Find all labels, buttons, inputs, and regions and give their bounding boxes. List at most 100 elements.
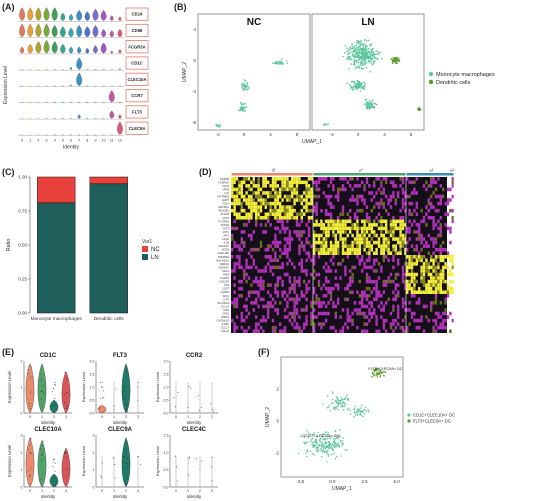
panel-d-cell (439, 223, 442, 227)
panel-d-cell (422, 237, 426, 241)
panel-d-cell (451, 265, 454, 270)
panel-d-cell (327, 233, 330, 238)
panel-d-group-bar (406, 173, 454, 176)
panel-f-point (344, 405, 346, 407)
panel-d-cell (276, 216, 279, 220)
panel-d-cell (300, 258, 303, 263)
panel-d-cell (406, 286, 409, 291)
panel-f-point (342, 437, 345, 439)
panel-d-cell (322, 240, 325, 245)
panel-d-cell (434, 301, 438, 305)
panel-f-point (307, 432, 310, 434)
panel-d-cell (365, 297, 369, 302)
panel-d-cell (245, 223, 248, 227)
panel-d-cell (341, 329, 345, 333)
panel-d-cell (262, 304, 265, 309)
panel-d-cell (356, 290, 359, 294)
panel-d-cell (283, 272, 287, 277)
panel-d-cell (283, 315, 287, 319)
panel-d-cell (320, 223, 323, 227)
panel-d-cell (233, 244, 236, 248)
panel-f-point (321, 434, 324, 436)
panel-d-cell (401, 304, 405, 309)
panel-d-cell (274, 198, 277, 202)
panel-b-point (368, 61, 371, 63)
panel-d-cell (305, 198, 308, 202)
panel-b-point (247, 86, 250, 88)
panel-d-cell (238, 180, 241, 185)
panel-f-point (326, 407, 328, 409)
panel-d-cell (329, 290, 333, 294)
panel-b-point (360, 42, 362, 44)
panel-d-cell (404, 233, 406, 238)
panel-d-cell (243, 216, 246, 220)
panel-e-point (41, 406, 43, 408)
panel-d-cell (262, 297, 265, 302)
panel-d-cell (274, 329, 277, 333)
panel-e-point (64, 402, 66, 404)
panel-d-cell (406, 269, 409, 273)
panel-d-cell (365, 230, 369, 234)
panel-d-cell (320, 208, 323, 213)
panel-d-cell (387, 244, 390, 248)
panel-d-cell (361, 208, 364, 213)
panel-d-cell (420, 255, 423, 259)
panel-d-cell (337, 216, 340, 220)
panel-d-cell (271, 177, 275, 181)
panel-b-point (280, 62, 282, 65)
panel-d-cell (408, 237, 411, 241)
panel-d-cell (392, 226, 395, 231)
panel-b-point (395, 60, 398, 63)
panel-d-cell (245, 304, 248, 309)
panel-d-cell (235, 187, 239, 192)
panel-a-violin (69, 66, 73, 70)
panel-d-cell (305, 184, 308, 188)
panel-a-gene-label: CD1C (131, 61, 142, 66)
panel-d-cell (257, 191, 260, 195)
panel-d-cell (422, 283, 426, 287)
panel-d-cell (322, 223, 325, 227)
panel-d-cell (231, 177, 234, 181)
panel-d-cell (399, 223, 402, 227)
panel-d-cell (307, 216, 311, 220)
panel-d-cell (281, 208, 284, 213)
panel-d-cell (401, 244, 405, 248)
panel-d-cell (437, 262, 440, 266)
panel-d-cell (307, 279, 311, 284)
panel-d-cell (387, 198, 390, 202)
panel-d-cell (382, 247, 385, 252)
panel-d-cell (315, 201, 318, 206)
panel-d-cell (252, 258, 255, 263)
panel-d-cell (432, 276, 435, 280)
panel-d-cell (442, 311, 445, 316)
panel-d-cell (434, 322, 438, 326)
panel-d-cell (351, 233, 354, 238)
panel-e-point (198, 409, 200, 411)
panel-d-cell (434, 272, 438, 277)
panel-b-point (359, 85, 362, 87)
panel-d-cell (327, 194, 330, 199)
panel-d-cell (368, 184, 371, 188)
panel-f-xtick: -2.5 (296, 479, 304, 484)
panel-d-cell (446, 255, 450, 259)
panel-f-legend-swatch (407, 419, 411, 423)
panel-d-cell (365, 329, 369, 333)
panel-b-point (357, 81, 360, 84)
panel-d-cell (351, 265, 354, 270)
panel-d-cell (434, 237, 438, 241)
panel-d-cell (422, 265, 426, 270)
panel-d-cell (313, 301, 316, 305)
panel-d-cell (413, 208, 416, 213)
panel-d-cell (437, 233, 440, 238)
panel-d-cell (442, 276, 445, 280)
panel-d-cell (399, 184, 402, 188)
panel-e-point (200, 407, 202, 409)
panel-d-cell (344, 219, 347, 224)
panel-d-cell (271, 180, 275, 185)
panel-d-cell (358, 311, 361, 316)
panel-d-cell (406, 255, 409, 259)
panel-d-cell (337, 187, 340, 192)
panel-b-point (365, 51, 368, 53)
panel-d-cell (373, 223, 376, 227)
panel-d-cell (259, 325, 263, 330)
